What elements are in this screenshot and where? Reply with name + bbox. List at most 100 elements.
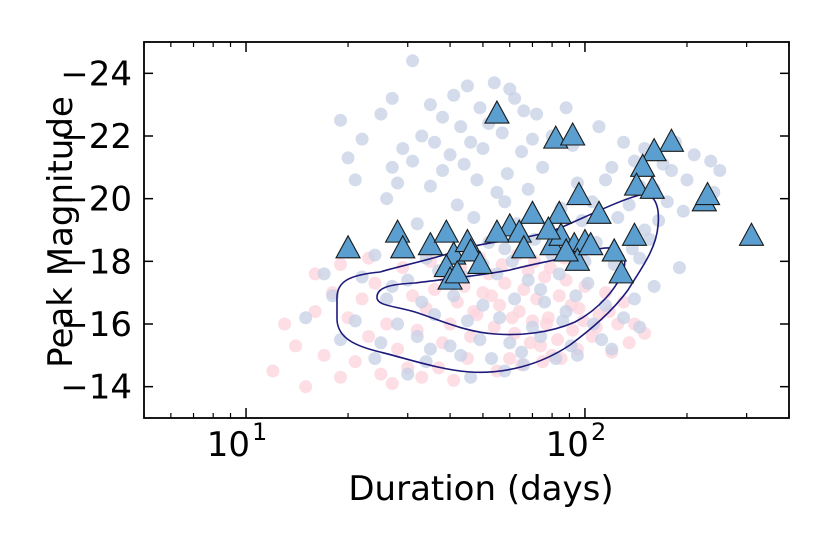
blue-point	[704, 154, 718, 168]
pink-point	[576, 314, 590, 328]
blue-point	[450, 198, 464, 212]
blue-point	[605, 160, 619, 174]
pink-point	[334, 370, 348, 384]
observed-triangle	[457, 237, 484, 262]
pink-point	[385, 377, 399, 391]
blue-point	[500, 167, 514, 181]
blue-point	[687, 148, 701, 162]
blue-point	[487, 76, 501, 90]
pink-point	[334, 257, 348, 271]
blue-point	[622, 198, 636, 212]
blue-point	[515, 345, 529, 359]
blue-point	[617, 135, 631, 149]
pink-point	[348, 355, 362, 369]
blue-point	[348, 173, 362, 187]
blue-point	[713, 163, 727, 177]
blue-point	[470, 173, 484, 187]
y-tick-label: −14	[60, 368, 132, 408]
blue-point	[633, 320, 647, 334]
blue-point	[570, 348, 584, 362]
pink-point	[317, 348, 331, 362]
blue-point	[423, 342, 437, 356]
blue-point	[538, 295, 552, 309]
observed-triangle	[738, 222, 765, 246]
blue-point	[341, 151, 355, 165]
blue-point	[368, 248, 382, 262]
blue-point	[617, 311, 631, 325]
y-tick-labels: −24 −22 −20 −18 −16 −14	[60, 54, 132, 407]
blue-point	[592, 120, 606, 134]
pink-point	[534, 339, 548, 353]
y-tick-label: −16	[60, 305, 132, 345]
blue-point	[664, 163, 678, 177]
blue-point	[490, 267, 504, 281]
observed-triangle	[608, 259, 635, 284]
observed-triangle	[389, 234, 416, 259]
blue-point	[368, 351, 382, 365]
blue-point	[454, 348, 468, 362]
observed-triangle	[639, 175, 666, 199]
observed-triangles-layer	[335, 99, 765, 290]
observed-triangle	[519, 200, 546, 224]
axis-ticks	[143, 42, 790, 418]
blue-point	[498, 242, 512, 256]
pink-point	[523, 336, 537, 350]
blue-point	[406, 54, 420, 68]
pink-point	[493, 298, 507, 312]
blue-point	[559, 304, 573, 318]
pink-point	[406, 289, 420, 303]
pink-point	[308, 304, 322, 318]
pink-point	[503, 351, 517, 365]
pink-point	[266, 364, 280, 378]
pink-point	[521, 264, 535, 278]
blue-point	[484, 351, 498, 365]
blue-point	[569, 289, 583, 303]
blue-point	[428, 135, 442, 149]
pink-point	[428, 283, 442, 297]
y-tick-label: −18	[60, 242, 132, 282]
x-tick-label-exponent: 2	[591, 418, 606, 446]
blue-point	[419, 355, 433, 369]
blue-point	[521, 273, 535, 287]
blue-point	[460, 79, 474, 93]
x-axis-label: Duration (days)	[348, 469, 613, 509]
blue-point	[355, 270, 369, 284]
y-tick-label: −22	[60, 117, 132, 157]
blue-point	[415, 295, 429, 309]
blue-point	[476, 142, 490, 156]
blue-point	[521, 182, 535, 196]
observed-triangle	[621, 222, 648, 246]
blue-point	[587, 317, 601, 331]
blue-point	[647, 279, 661, 293]
blue-point	[401, 367, 415, 381]
blue-point	[467, 210, 481, 224]
observed-triangle	[566, 181, 592, 206]
observed-triangle	[577, 231, 604, 256]
blue-point	[503, 336, 517, 350]
blue-point	[495, 126, 509, 140]
blue-point	[508, 292, 522, 306]
blue-point	[611, 210, 625, 224]
blue-point	[447, 88, 461, 102]
pink-point	[566, 323, 580, 337]
blue-point	[443, 339, 457, 353]
blue-point	[493, 311, 507, 325]
blue-point	[525, 320, 539, 334]
observed-triangle	[535, 215, 562, 240]
blue-point	[406, 154, 420, 168]
blue-point	[534, 283, 548, 297]
pink-point	[552, 289, 566, 303]
observed-triangle	[629, 153, 656, 177]
pink-point	[289, 339, 303, 353]
blue-point	[380, 292, 394, 306]
blue-point	[515, 145, 529, 159]
blue-point	[517, 104, 531, 118]
observed-triangle	[623, 171, 650, 196]
blue-point	[415, 129, 429, 143]
blue-point	[464, 370, 478, 384]
pink-point	[391, 342, 405, 356]
blue-point	[552, 267, 566, 281]
pink-point	[543, 261, 557, 275]
pink-point	[368, 276, 382, 290]
